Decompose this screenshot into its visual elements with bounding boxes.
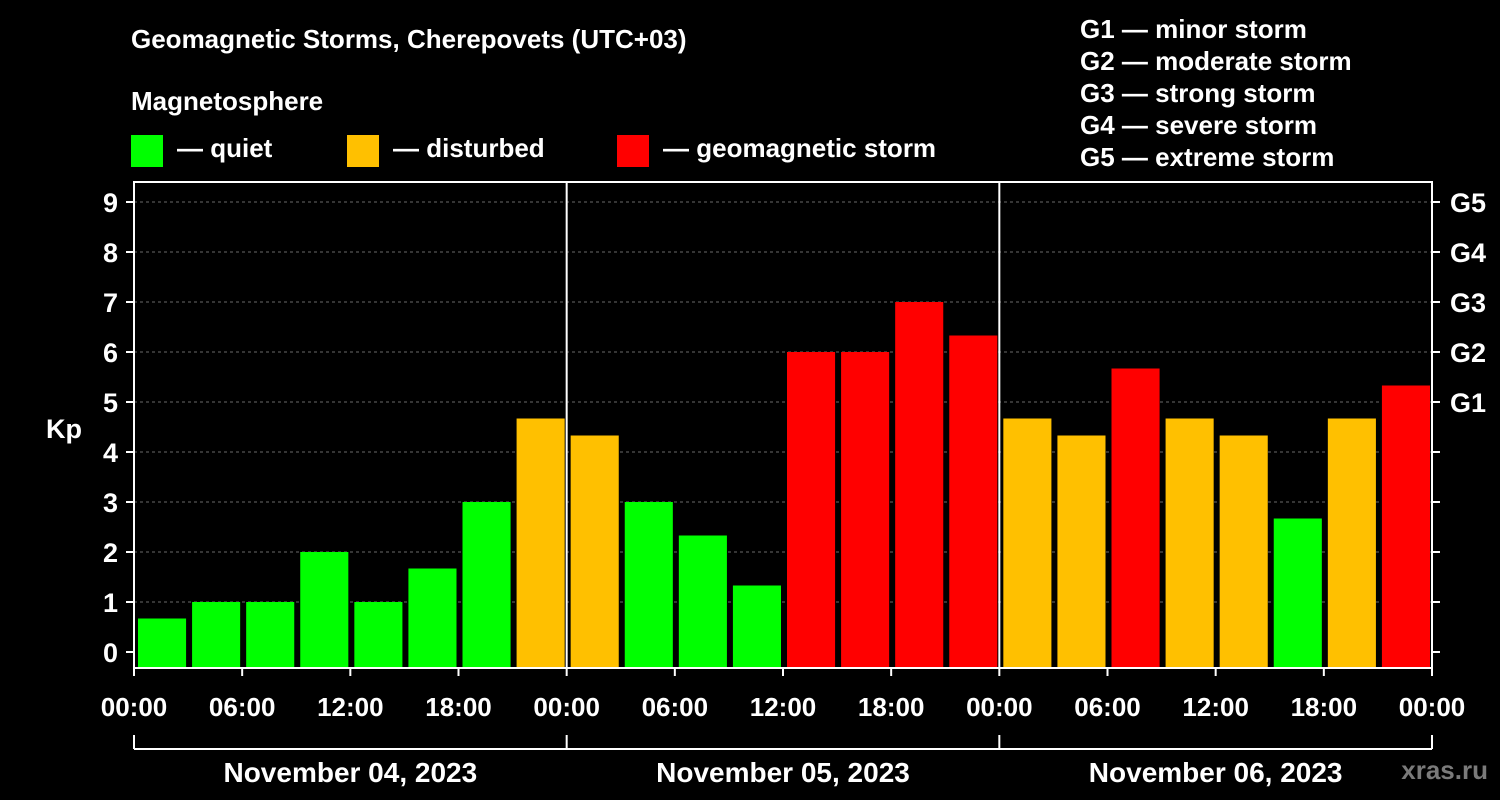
y-tick-label-7: 7 (103, 288, 118, 318)
x-tick-label-1: 06:00 (209, 692, 276, 722)
storm-scale-g2: G2 — moderate storm (1080, 46, 1352, 76)
y-tick-label-1: 1 (103, 588, 118, 618)
y-tick-label-2: 2 (103, 538, 118, 568)
kp-bar-3 (300, 552, 349, 668)
g-level-label-G4: G4 (1450, 238, 1486, 268)
kp-bar-7 (516, 418, 565, 668)
kp-bar-11 (732, 585, 781, 668)
y-tick-label-3: 3 (103, 488, 118, 518)
kp-bar-13 (841, 352, 890, 668)
chart-title: Geomagnetic Storms, Cherepovets (UTC+03) (131, 24, 687, 54)
kp-bar-10 (678, 535, 727, 668)
x-tick-label-11: 18:00 (1291, 692, 1358, 722)
g-level-label-G5: G5 (1450, 188, 1486, 218)
kp-bar-17 (1057, 435, 1106, 668)
kp-bar-5 (408, 568, 457, 668)
x-tick-label-6: 12:00 (750, 692, 817, 722)
kp-bar-19 (1165, 418, 1214, 668)
kp-bar-12 (787, 352, 836, 668)
legend-swatch-storm (617, 135, 649, 167)
x-tick-label-12: 00:00 (1399, 692, 1466, 722)
y-tick-label-9: 9 (103, 188, 118, 218)
kp-bar-8 (570, 435, 619, 668)
x-tick-label-5: 06:00 (642, 692, 709, 722)
storm-scale-g5: G5 — extreme storm (1080, 142, 1335, 172)
storm-scale-g1: G1 — minor storm (1080, 14, 1307, 44)
kp-bar-23 (1381, 385, 1430, 668)
kp-bar-6 (462, 502, 511, 668)
day-label-0: November 04, 2023 (223, 757, 477, 788)
g-level-label-G1: G1 (1450, 388, 1486, 418)
x-tick-label-7: 18:00 (858, 692, 925, 722)
watermark: xras.ru (1401, 755, 1488, 785)
y-axis-label: Kp (46, 414, 82, 444)
kp-bar-0 (138, 618, 187, 668)
y-tick-label-6: 6 (103, 338, 118, 368)
x-tick-label-3: 18:00 (425, 692, 492, 722)
x-tick-label-0: 00:00 (101, 692, 168, 722)
storm-scale-g3: G3 — strong storm (1080, 78, 1316, 108)
y-tick-label-5: 5 (103, 388, 118, 418)
x-tick-label-8: 00:00 (966, 692, 1033, 722)
kp-bar-21 (1273, 518, 1322, 668)
legend-label-storm: — geomagnetic storm (663, 133, 937, 163)
g-level-label-G3: G3 (1450, 288, 1486, 318)
x-tick-label-10: 12:00 (1182, 692, 1249, 722)
magnetosphere-label: Magnetosphere (131, 86, 324, 116)
kp-bar-18 (1111, 368, 1160, 668)
legend-swatch-quiet (131, 135, 163, 167)
x-tick-label-9: 06:00 (1074, 692, 1141, 722)
kp-bar-16 (1003, 418, 1052, 668)
storm-scale-g4: G4 — severe storm (1080, 110, 1318, 140)
x-tick-label-4: 00:00 (533, 692, 600, 722)
kp-bar-9 (624, 502, 673, 668)
day-label-1: November 05, 2023 (656, 757, 910, 788)
kp-bar-22 (1327, 418, 1376, 668)
y-tick-label-8: 8 (103, 238, 118, 268)
y-tick-label-4: 4 (103, 438, 118, 468)
kp-bar-14 (895, 302, 944, 668)
day-label-2: November 06, 2023 (1089, 757, 1343, 788)
kp-bar-2 (246, 602, 295, 668)
y-tick-label-0: 0 (103, 638, 118, 668)
legend-label-disturbed: — disturbed (393, 133, 545, 163)
legend-swatch-disturbed (347, 135, 379, 167)
x-tick-label-2: 12:00 (317, 692, 384, 722)
kp-bar-4 (354, 602, 403, 668)
g-level-label-G2: G2 (1450, 338, 1486, 368)
legend-label-quiet: — quiet (177, 133, 273, 163)
kp-bar-15 (949, 335, 998, 668)
kp-bar-1 (192, 602, 241, 668)
kp-bar-20 (1219, 435, 1268, 668)
